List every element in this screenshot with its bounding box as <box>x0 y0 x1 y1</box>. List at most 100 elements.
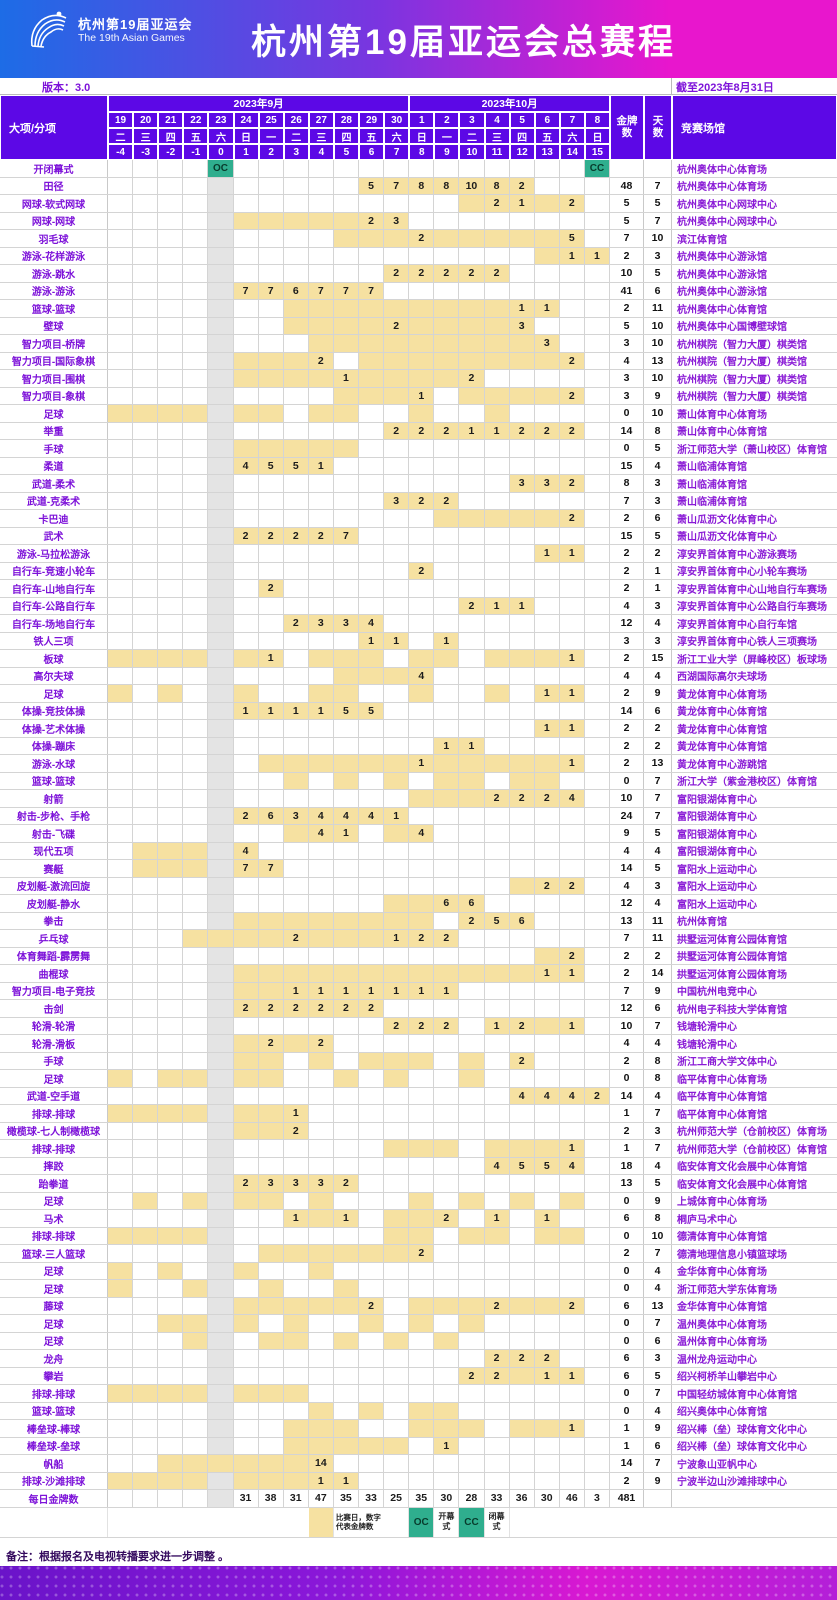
table-row: 篮球-篮球 0 7 浙江大学（紫金港校区）体育馆 <box>0 772 837 790</box>
medal-cell <box>333 842 359 859</box>
schedule-body: 开闭幕式 OC CC 杭州奥体中心体育场 田径 5 7 8 8 10 8 2 48 7 杭州奥体中心体育场网… <box>0 160 837 1508</box>
date-cell-header: 3 <box>459 112 485 128</box>
medal-cell <box>359 860 385 877</box>
venue-cell: 黄龙体育中心体育馆 <box>672 737 837 754</box>
medal-cell <box>308 1262 334 1279</box>
medal-cell <box>484 807 510 824</box>
medal-cell <box>308 860 334 877</box>
medal-cell <box>333 737 359 754</box>
medal-cell <box>409 510 435 527</box>
medal-cell: 4 <box>333 807 359 824</box>
table-row: 足球 0 4 浙江师范大学东体育场 <box>0 1280 837 1298</box>
medal-cell: 2 <box>283 615 309 632</box>
medal-cell <box>258 1157 284 1174</box>
medal-cell <box>459 527 485 544</box>
medal-cell <box>459 300 485 317</box>
medal-cell: 3 <box>509 317 535 334</box>
medal-cell <box>158 1122 184 1139</box>
medal-cell <box>208 1420 234 1437</box>
medal-cell <box>158 667 184 684</box>
daynumber-cell-header: 2 <box>258 144 284 160</box>
medal-cell: 2 <box>459 265 485 282</box>
logo-subtitle: The 19th Asian Games <box>78 32 185 45</box>
table-row: 藤球 2 2 2 6 13 金华体育中心体育馆 <box>0 1297 837 1315</box>
medal-cell <box>108 300 134 317</box>
medal-cell <box>183 912 209 929</box>
daynumber-cell-header: -1 <box>183 144 209 160</box>
days-count: 4 <box>644 457 672 474</box>
medal-cell <box>108 825 134 842</box>
medal-cell <box>308 510 334 527</box>
gold-count: 4 <box>610 877 644 894</box>
medal-cell <box>534 265 560 282</box>
medal-cell <box>233 1385 259 1402</box>
sport-label: 游泳-马拉松游泳 <box>0 545 108 562</box>
table-row: 马术 1 1 2 1 1 6 8 桐庐马术中心 <box>0 1210 837 1228</box>
medal-cell <box>559 1437 585 1454</box>
medal-cell <box>384 475 410 492</box>
medal-cell <box>333 1367 359 1384</box>
venue-cell: 钱塘轮滑中心 <box>672 1035 837 1052</box>
medal-cell <box>534 772 560 789</box>
medal-cell <box>208 772 234 789</box>
daily-gold-cell <box>158 1490 184 1507</box>
medal-cell <box>183 1017 209 1034</box>
medal-cell: 1 <box>559 965 585 982</box>
medal-cell <box>509 1070 535 1087</box>
medal-cell <box>108 1087 134 1104</box>
medal-cell <box>133 212 159 229</box>
weekday-cell-header: 二 <box>459 128 485 144</box>
medal-cell: 2 <box>359 212 385 229</box>
medal-cell <box>509 1420 535 1437</box>
venue-cell: 上城体育中心体育场 <box>672 1192 837 1209</box>
medal-cell <box>158 1420 184 1437</box>
medal-cell: 7 <box>308 282 334 299</box>
daynumber-cell-header: -4 <box>108 144 134 160</box>
gold-count: 12 <box>610 1000 644 1017</box>
medal-cell <box>283 685 309 702</box>
medal-cell <box>308 1367 334 1384</box>
sport-label: 篮球-三人篮球 <box>0 1245 108 1262</box>
medal-cell <box>183 1385 209 1402</box>
medal-cell: 1 <box>559 1420 585 1437</box>
medal-cell <box>233 982 259 999</box>
medal-cell <box>459 282 485 299</box>
medal-cell: 1 <box>559 545 585 562</box>
medal-cell <box>484 212 510 229</box>
medal-cell <box>484 1175 510 1192</box>
medal-cell <box>333 1052 359 1069</box>
medal-cell: 5 <box>258 457 284 474</box>
sport-label: 足球 <box>0 1070 108 1087</box>
match-day-label: 比赛日，数字 代表金牌数 <box>334 1507 410 1537</box>
venue-cell: 临平体育中心体育场 <box>672 1070 837 1087</box>
medal-cell <box>584 632 610 649</box>
medal-cell <box>108 405 134 422</box>
gold-count: 2 <box>610 300 644 317</box>
medal-cell <box>409 1385 435 1402</box>
medal-cell <box>584 930 610 947</box>
medal-cell <box>359 1245 385 1262</box>
medal-cell <box>584 265 610 282</box>
medal-cell <box>584 965 610 982</box>
medal-cell <box>434 1035 460 1052</box>
medal-cell <box>584 1315 610 1332</box>
medal-cell <box>359 475 385 492</box>
medal-cell <box>409 597 435 614</box>
medal-cell <box>509 842 535 859</box>
medal-cell <box>333 545 359 562</box>
medal-cell <box>584 1105 610 1122</box>
medal-cell: 3 <box>283 1175 309 1192</box>
medal-cell: 2 <box>434 930 460 947</box>
table-row: 足球 0 9 上城体育中心体育场 <box>0 1192 837 1210</box>
medal-cell <box>308 965 334 982</box>
medal-cell <box>258 247 284 264</box>
gold-count: 0 <box>610 1070 644 1087</box>
days-count: 7 <box>644 807 672 824</box>
medal-cell <box>133 195 159 212</box>
table-row: 足球 0 10 萧山体育中心体育场 <box>0 405 837 423</box>
medal-cell <box>409 1070 435 1087</box>
medal-cell <box>584 947 610 964</box>
medal-cell <box>333 930 359 947</box>
medal-cell <box>584 737 610 754</box>
gold-count-header: 金牌数 <box>610 95 644 160</box>
